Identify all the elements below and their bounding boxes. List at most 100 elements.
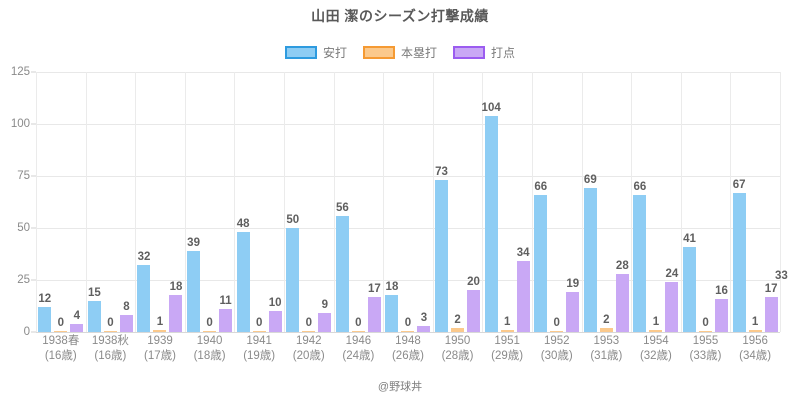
bar-value-label: 12 (38, 293, 52, 306)
bar-holder: 11 (219, 295, 233, 332)
bar[interactable] (169, 294, 183, 332)
category-separator (581, 72, 583, 332)
bar[interactable] (401, 331, 415, 332)
bar-holder: 69 (583, 174, 597, 332)
bar-group-bars: 48 0 10 (234, 72, 284, 332)
bar-column: 2 (451, 72, 465, 332)
category-separator (631, 72, 633, 332)
bar[interactable] (187, 250, 201, 332)
bar[interactable] (286, 228, 300, 332)
bar[interactable] (599, 327, 613, 332)
bar[interactable] (236, 232, 250, 332)
bar[interactable] (38, 307, 52, 332)
bar[interactable] (367, 296, 381, 332)
bar-group-bars: 32 1 18 (135, 72, 185, 332)
bar[interactable] (683, 246, 697, 332)
bar[interactable] (748, 329, 762, 332)
bar[interactable] (137, 265, 151, 332)
bar-value-label: 8 (123, 301, 130, 314)
x-axis-label-line: 1951 (494, 335, 520, 347)
x-axis-label: 1948 (26歳) (383, 334, 433, 364)
bar-value-label: 0 (107, 317, 114, 329)
category-separator (482, 72, 484, 332)
bar[interactable] (318, 313, 332, 332)
legend-item-1[interactable]: 安打 (284, 44, 347, 61)
bar[interactable] (119, 315, 133, 332)
x-axis-label: 1952 (30歳) (532, 334, 582, 364)
bar[interactable] (252, 331, 266, 332)
category-separator (432, 72, 434, 332)
x-axis-label: 1942 (20歳) (284, 334, 334, 364)
bar[interactable] (385, 294, 399, 332)
bar[interactable] (715, 298, 729, 332)
bar[interactable] (467, 290, 481, 332)
bar[interactable] (633, 194, 647, 332)
y-axis-tick-mark (31, 331, 36, 333)
bar-column: 24 (665, 72, 679, 332)
bar[interactable] (54, 331, 68, 332)
bar-value-label: 4 (73, 309, 80, 322)
bar[interactable] (219, 309, 233, 332)
bar[interactable] (534, 194, 548, 332)
bar[interactable] (302, 331, 316, 332)
bar-group-bars: 56 0 17 (334, 72, 384, 332)
bar[interactable] (435, 180, 449, 332)
bar[interactable] (500, 329, 514, 332)
bar-group: 56 0 17 (334, 72, 384, 332)
bar-column: 1 (748, 72, 762, 332)
bar[interactable] (203, 331, 217, 332)
legend-item-2[interactable]: 本塁打 (362, 44, 437, 61)
bar-holder: 67 (732, 179, 746, 332)
bar[interactable] (615, 273, 629, 332)
bar[interactable] (764, 296, 778, 332)
bar-value-label: 17 (764, 282, 778, 295)
bar[interactable] (516, 261, 530, 332)
bar[interactable] (484, 115, 498, 332)
bar-group-bars: 66 0 19 (532, 72, 582, 332)
bar[interactable] (550, 331, 564, 332)
chart-legend: 安打 本塁打 打点 (0, 44, 800, 61)
bar-holder: 32 (137, 251, 151, 332)
bar[interactable] (649, 329, 663, 332)
gridline (36, 332, 780, 333)
bar[interactable] (153, 329, 167, 332)
x-axis-label-line: (33歳) (689, 350, 722, 362)
bar-holder: 34 (516, 247, 530, 332)
legend-item-3[interactable]: 打点 (453, 44, 515, 61)
bar[interactable] (268, 311, 282, 332)
y-axis-tick-mark (31, 123, 36, 125)
bar-holder: 1 (500, 316, 514, 332)
x-axis-label-line: (19歳) (243, 350, 276, 362)
bar[interactable] (451, 327, 465, 332)
bar-holder: 15 (87, 287, 101, 332)
x-axis-label: 1939 (17歳) (135, 334, 185, 364)
bar[interactable] (732, 192, 746, 332)
legend-swatch-icon (453, 46, 485, 59)
x-axis-label-line: (16歳) (44, 350, 77, 362)
bar[interactable] (335, 215, 349, 332)
bar-group-bars: 18 0 3 (383, 72, 433, 332)
bar-value-label: 32 (137, 251, 151, 264)
bar[interactable] (417, 325, 431, 332)
bar-column: 17 (764, 72, 778, 332)
bar[interactable] (87, 300, 101, 332)
bar-groups: 12 0 4 15 0 8 32 1 18 39 0 11 48 0 10 50 0 9 56 0 17 18 0 3 73 2 2… (36, 72, 780, 332)
bar[interactable] (583, 188, 597, 332)
bar[interactable] (103, 331, 117, 332)
bar-column: 8 (119, 72, 133, 332)
bar-holder: 0 (252, 317, 266, 332)
bar-column: 20 (467, 72, 481, 332)
bar-holder: 17 (764, 283, 778, 332)
bar[interactable] (665, 282, 679, 332)
x-axis-label: 1954 (32歳) (631, 334, 681, 364)
bar-column: 0 (103, 72, 117, 332)
x-axis-label-line: 1939 (147, 335, 173, 347)
bar-holder: 9 (318, 299, 332, 332)
bar[interactable] (70, 323, 84, 332)
x-axis-label: 1940 (18歳) (185, 334, 235, 364)
bar-group-bars: 50 0 9 (284, 72, 334, 332)
bar-value-label: 0 (57, 317, 64, 329)
bar[interactable] (699, 331, 713, 332)
bar[interactable] (566, 292, 580, 332)
bar[interactable] (351, 331, 365, 332)
